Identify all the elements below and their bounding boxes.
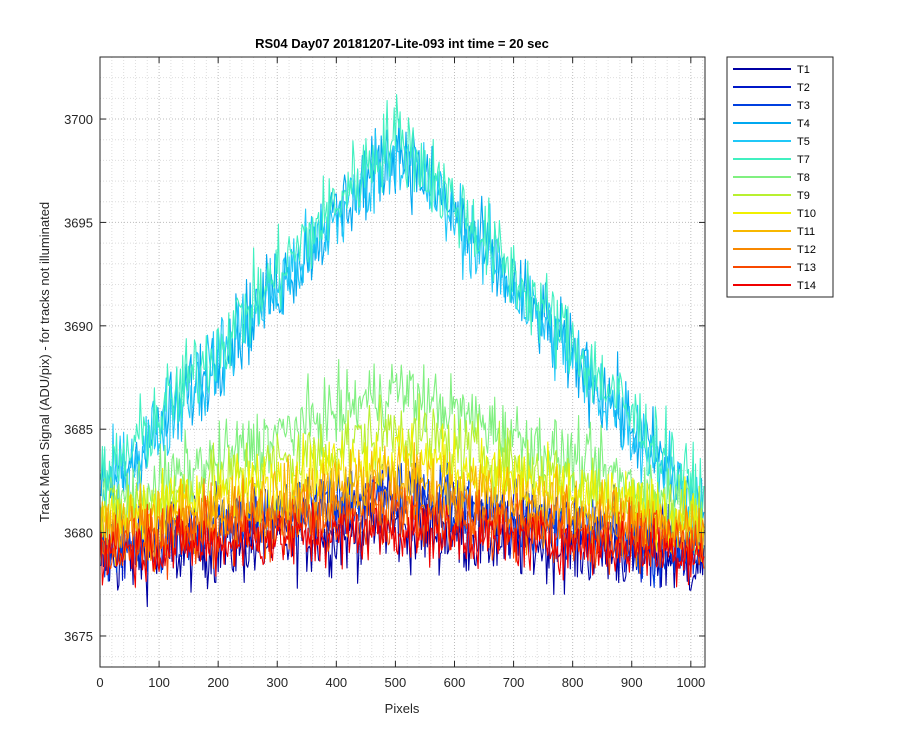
- series-line-T13: [100, 475, 705, 581]
- x-tick-label: 600: [444, 675, 466, 690]
- x-tick-label: 800: [562, 675, 584, 690]
- legend-label-T4: T4: [797, 118, 810, 130]
- series-line-T5: [100, 130, 705, 549]
- x-tick-label: 100: [148, 675, 170, 690]
- plot-frame: [99, 56, 706, 668]
- legend-label-T3: T3: [797, 100, 810, 112]
- y-axis-label: Track Mean Signal (ADU/pix) - for tracks…: [37, 202, 52, 522]
- legend-label-T9: T9: [797, 190, 810, 202]
- y-tick-label: 3695: [64, 215, 93, 230]
- x-tick-label: 300: [266, 675, 288, 690]
- x-tick-label: 200: [207, 675, 229, 690]
- x-tick-label: 700: [503, 675, 525, 690]
- legend-label-T11: T11: [797, 226, 815, 238]
- ticks: 0 100 200 300 400 500 600 700 800 900 1000 3675 3680…: [64, 57, 705, 690]
- legend-label-T14: T14: [797, 280, 816, 292]
- series-line-T8: [100, 358, 705, 546]
- x-tick-label: 0: [96, 675, 103, 690]
- series-line-T7: [100, 94, 705, 555]
- x-tick-label: 500: [385, 675, 407, 690]
- x-tick-label: 400: [325, 675, 347, 690]
- legend-label-T7: T7: [797, 154, 810, 166]
- x-tick-label: 900: [621, 675, 643, 690]
- legend-label-T12: T12: [797, 244, 816, 256]
- y-tick-label: 3675: [64, 629, 93, 644]
- series-line-T14: [100, 495, 705, 588]
- legend-label-T13: T13: [797, 262, 816, 274]
- series-group: [100, 94, 705, 608]
- legend-label-T2: T2: [797, 82, 810, 94]
- legend-label-T10: T10: [797, 208, 816, 220]
- chart-title: RS04 Day07 20181207-Lite-093 int time = …: [255, 36, 549, 51]
- legend-label-T1: T1: [797, 64, 810, 76]
- legend-label-T8: T8: [797, 172, 810, 184]
- x-tick-label: 1000: [676, 675, 705, 690]
- x-axis-label: Pixels: [385, 701, 420, 716]
- legend-label-T5: T5: [797, 136, 810, 148]
- y-tick-label: 3690: [64, 319, 93, 334]
- y-tick-label: 3685: [64, 422, 93, 437]
- y-tick-label: 3680: [64, 526, 93, 541]
- y-tick-label: 3700: [64, 112, 93, 127]
- legend: T1 T2 T3 T4 T5 T7 T8 T9 T10 T11 T12 T13 T14: [726, 56, 834, 298]
